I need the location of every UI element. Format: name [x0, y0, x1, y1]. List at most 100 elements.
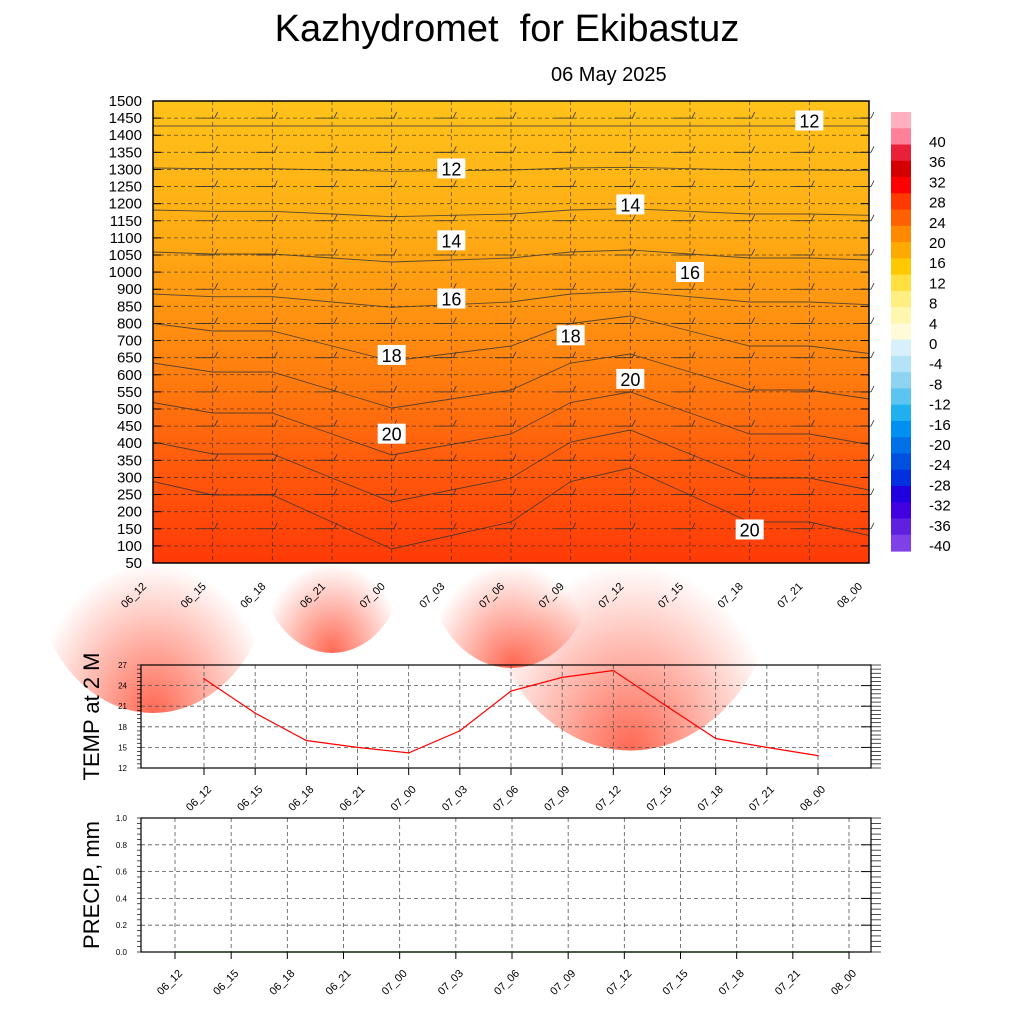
wind-barb	[554, 419, 577, 427]
wind-barb	[733, 317, 756, 324]
temp-point	[612, 669, 615, 672]
temp-xtick-label: 06_15	[235, 784, 265, 814]
wind-barb	[316, 351, 338, 359]
wind-barb	[733, 111, 756, 119]
wind-barb	[614, 180, 636, 187]
wind-barb	[614, 419, 636, 427]
colorbar-cell	[891, 307, 911, 324]
wind-barb	[793, 317, 815, 324]
precip-ytick-label: 0.2	[116, 921, 128, 930]
temp-frame	[140, 664, 872, 769]
wind-barb	[316, 454, 338, 461]
colorbar-cell	[891, 534, 911, 552]
contour-label: 14	[441, 231, 461, 251]
chart-title: Kazhydromet for Ekibastuz	[274, 8, 740, 50]
heatmap-ytick-label: 50	[125, 555, 142, 572]
wind-barb	[316, 180, 338, 187]
colorbar-cell	[891, 485, 911, 503]
wind-barb	[793, 419, 815, 427]
colorbar-cell	[891, 160, 911, 178]
heatmap-ytick-label: 1100	[110, 230, 142, 247]
contour-label-box	[437, 288, 466, 309]
wind-barb	[614, 111, 636, 119]
wind-barb	[554, 454, 577, 461]
heatmap-ytick-label: 600	[117, 367, 142, 384]
precip-frame	[140, 817, 872, 953]
wind-barb	[674, 351, 696, 359]
wind-barb	[196, 283, 219, 290]
temp-xtick-label: 07_18	[696, 784, 726, 814]
temp-point	[254, 712, 256, 714]
temp-ytick-label: 21	[118, 702, 127, 711]
temp-point	[407, 752, 410, 754]
precip-xtick-label: 06_15	[211, 968, 241, 998]
wind-barb	[375, 385, 398, 393]
heatmap-ytick-label: 1400	[109, 127, 142, 144]
wind-barb	[435, 488, 457, 495]
colorbar-cell	[891, 437, 911, 455]
temp-point	[817, 754, 819, 757]
temp-xtick-label: 06_18	[286, 784, 316, 814]
contour-label-box	[616, 368, 645, 389]
contour-label: 20	[620, 370, 640, 390]
wind-barb	[316, 488, 338, 495]
wind-barb	[554, 283, 577, 290]
wind-barb	[733, 488, 756, 495]
temp-ytick-label: 27	[118, 661, 127, 670]
wind-barb	[793, 385, 815, 393]
wind-barb	[674, 180, 696, 187]
heatmap-ytick-label: 550	[117, 384, 142, 401]
wind-barb	[733, 248, 756, 256]
colorbar-cell	[891, 404, 911, 422]
colorbar-label: 4	[929, 316, 937, 333]
wind-barb	[614, 146, 636, 153]
wind-barb	[316, 111, 338, 119]
temp-point	[766, 746, 768, 749]
temp-point	[459, 730, 461, 732]
heatmap-ytick-label: 900	[117, 281, 142, 298]
wind-barb	[256, 522, 278, 530]
wind-barb	[375, 488, 398, 495]
wind-barb	[674, 111, 696, 119]
colorbar-cell	[891, 323, 911, 341]
heatmap-ytick-label: 1000	[109, 264, 142, 281]
temp-ylabel: TEMP at 2 M	[79, 653, 104, 781]
precip-xtick-label: 07_15	[661, 968, 691, 998]
wind-barb	[793, 283, 815, 290]
wind-barb	[793, 214, 815, 222]
wind-barb	[733, 283, 756, 290]
contour-label: 14	[620, 195, 640, 215]
precip-ylabel: PRECIP, mm	[79, 821, 104, 949]
isotherm-line	[152, 429, 870, 503]
wind-barb	[495, 248, 517, 256]
colorbar-cell	[891, 128, 911, 146]
colorbar-label: -32	[929, 498, 951, 515]
wind-barb	[853, 522, 875, 530]
wind-barb	[495, 385, 517, 393]
isotherm-line	[152, 166, 870, 172]
colorbar-label: -4	[929, 356, 942, 373]
precip-xtick-label: 07_00	[380, 968, 410, 998]
colorbar-label: -28	[929, 477, 951, 494]
wind-barb	[316, 419, 338, 427]
colorbar-cell	[891, 518, 911, 536]
wind-barb	[554, 385, 577, 393]
precip-xtick-label: 07_06	[492, 968, 522, 998]
heatmap-ytick-label: 200	[117, 504, 142, 521]
wind-barb	[674, 317, 696, 324]
temp-point	[510, 690, 512, 692]
wind-barb	[196, 488, 219, 495]
heatmap-frame	[152, 100, 870, 564]
colorbar-label: 28	[929, 195, 946, 212]
wind-barb	[256, 248, 278, 256]
colorbar-label: 40	[929, 134, 946, 151]
isotherm-line	[152, 353, 870, 409]
precip-xtick-label: 06_21	[324, 968, 354, 998]
wind-barb	[614, 214, 636, 222]
wind-barb	[793, 180, 815, 187]
wind-barb	[853, 214, 875, 222]
heatmap-ytick-label: 150	[117, 521, 142, 538]
contour-label: 18	[382, 346, 402, 366]
wind-barb	[435, 454, 457, 461]
contour-label-box	[437, 230, 466, 251]
